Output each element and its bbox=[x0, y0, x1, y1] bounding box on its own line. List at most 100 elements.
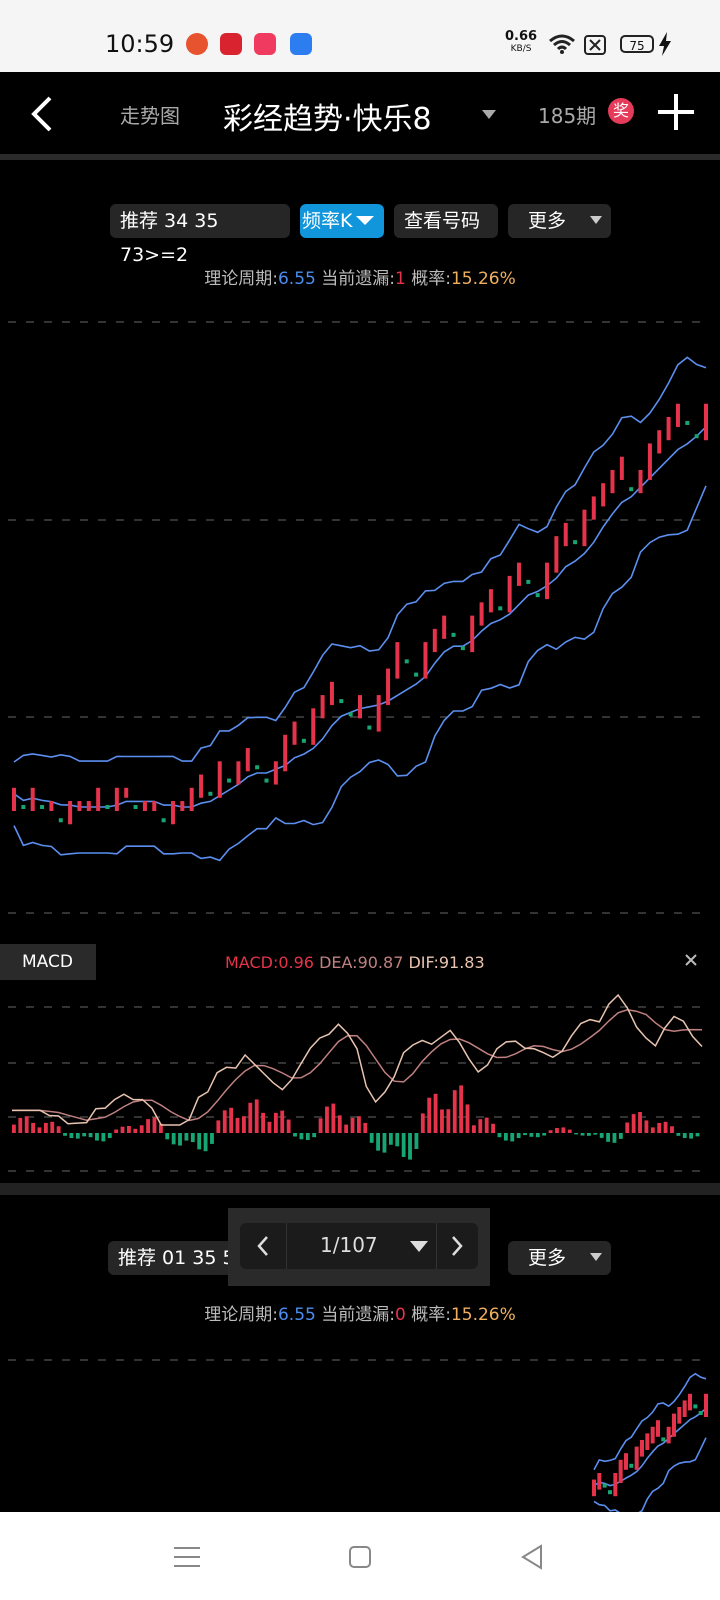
k-bar-up bbox=[376, 695, 381, 732]
k-bar-down bbox=[208, 791, 213, 796]
macd-bar bbox=[293, 1133, 297, 1137]
home-square-icon[interactable] bbox=[348, 1545, 372, 1569]
macd-bar bbox=[210, 1133, 214, 1144]
k-bar-down bbox=[661, 1437, 666, 1442]
k-bar-up bbox=[624, 1453, 628, 1470]
k-bar-up bbox=[591, 496, 596, 520]
view-numbers-button[interactable]: 查看号码 bbox=[394, 204, 498, 238]
k-bar-up bbox=[329, 681, 334, 706]
plus-icon[interactable] bbox=[658, 94, 694, 130]
k-bar-up bbox=[180, 801, 185, 812]
macd-bar bbox=[331, 1103, 336, 1133]
macd-bar bbox=[689, 1133, 694, 1139]
k-bar-down bbox=[602, 1483, 607, 1488]
current-miss-value: 1 bbox=[394, 269, 406, 289]
macd-bar bbox=[286, 1119, 291, 1133]
k-bar-up bbox=[554, 536, 559, 573]
k-bar-up bbox=[597, 1473, 602, 1490]
k-bar-up bbox=[601, 483, 606, 507]
tab-trend-chart[interactable]: 走势图 bbox=[120, 104, 180, 128]
macd-bar bbox=[267, 1121, 272, 1133]
dea-value: DEA:90.87 bbox=[319, 953, 404, 972]
macd-bar bbox=[280, 1110, 285, 1133]
prev-page-button[interactable] bbox=[256, 1235, 270, 1257]
k-bar-down bbox=[58, 818, 63, 823]
dea-line bbox=[12, 1009, 703, 1122]
macd-bar bbox=[254, 1099, 259, 1133]
frequency-k-chart-2[interactable] bbox=[0, 1340, 720, 1512]
theory-period-value: 6.55 bbox=[277, 269, 316, 289]
pager-popup: 1/107 bbox=[228, 1208, 490, 1286]
page-title[interactable]: 彩经趋势·快乐8 bbox=[223, 102, 432, 137]
more-dropdown-2[interactable]: 更多 bbox=[508, 1241, 611, 1275]
macd-bar bbox=[638, 1112, 642, 1133]
k-bar-up bbox=[563, 522, 568, 547]
macd-bar bbox=[516, 1133, 521, 1139]
macd-bar bbox=[529, 1133, 534, 1137]
k-bar-down bbox=[629, 487, 634, 492]
macd-bar bbox=[165, 1133, 170, 1140]
macd-bar bbox=[497, 1133, 502, 1138]
macd-bar bbox=[503, 1133, 508, 1141]
macd-bar bbox=[612, 1133, 617, 1143]
page-indicator[interactable]: 1/107 bbox=[320, 1233, 378, 1257]
caret-down-icon[interactable] bbox=[410, 1241, 428, 1253]
next-page-button[interactable] bbox=[450, 1235, 464, 1257]
macd-bar bbox=[606, 1133, 610, 1142]
macd-bar bbox=[542, 1133, 547, 1136]
k-bar-down bbox=[535, 593, 540, 598]
k-bar-up bbox=[292, 721, 297, 745]
k-bar-up bbox=[96, 787, 101, 812]
macd-bar bbox=[446, 1109, 451, 1133]
sim-off-icon bbox=[584, 35, 606, 55]
more-dropdown[interactable]: 更多 bbox=[508, 204, 611, 238]
recommend-button-2[interactable]: 推荐 01 35 5 bbox=[108, 1241, 238, 1275]
k-bar-up bbox=[592, 1479, 596, 1497]
k-bar-down bbox=[414, 672, 419, 677]
k-bar-down bbox=[404, 659, 409, 664]
k-bar-down bbox=[498, 606, 503, 611]
macd-bar bbox=[56, 1126, 61, 1133]
period-label[interactable]: 185期 bbox=[538, 104, 597, 128]
award-badge[interactable]: 奖 bbox=[608, 98, 634, 124]
macd-bar bbox=[82, 1133, 87, 1137]
current-miss-value-2: 0 bbox=[394, 1305, 406, 1325]
freq-k-dropdown[interactable]: 频率K bbox=[300, 204, 384, 238]
k-bar-up bbox=[675, 403, 680, 427]
macd-bar bbox=[535, 1133, 540, 1138]
k-bar-down bbox=[161, 818, 166, 823]
macd-bar bbox=[350, 1117, 355, 1133]
macd-bar bbox=[561, 1127, 566, 1133]
macd-bar bbox=[676, 1133, 681, 1136]
k-bar-up bbox=[311, 708, 316, 745]
caret-down-icon[interactable] bbox=[482, 110, 496, 120]
k-bar-up bbox=[245, 748, 250, 772]
k-bar-up bbox=[68, 801, 73, 825]
macd-bar bbox=[401, 1133, 406, 1157]
k-bar-up bbox=[283, 734, 288, 772]
macd-bar bbox=[178, 1133, 182, 1146]
k-bar-up bbox=[142, 801, 147, 812]
macd-bar bbox=[107, 1133, 112, 1139]
close-icon[interactable] bbox=[684, 953, 698, 967]
recommend-button[interactable]: 推荐 34 35 73>=2 bbox=[110, 204, 290, 266]
frequency-k-chart[interactable] bbox=[0, 300, 720, 940]
macd-bar bbox=[625, 1122, 630, 1133]
macd-bar bbox=[318, 1118, 323, 1133]
macd-bar bbox=[63, 1133, 67, 1136]
back-button[interactable] bbox=[28, 94, 56, 134]
macd-bar bbox=[408, 1133, 412, 1160]
k-bar-up bbox=[507, 575, 512, 613]
back-triangle-icon[interactable] bbox=[520, 1544, 544, 1570]
macd-tab[interactable]: MACD bbox=[0, 944, 96, 980]
macd-bar bbox=[299, 1133, 304, 1140]
k-bar-down bbox=[21, 805, 26, 810]
macd-bar bbox=[433, 1093, 438, 1133]
macd-bar bbox=[472, 1125, 476, 1133]
macd-chart[interactable] bbox=[0, 985, 720, 1175]
macd-bar bbox=[376, 1133, 380, 1151]
menu-icon[interactable] bbox=[174, 1546, 200, 1568]
macd-bar bbox=[18, 1117, 23, 1133]
k-bar-down bbox=[526, 579, 531, 584]
k-bar-up bbox=[320, 695, 325, 719]
